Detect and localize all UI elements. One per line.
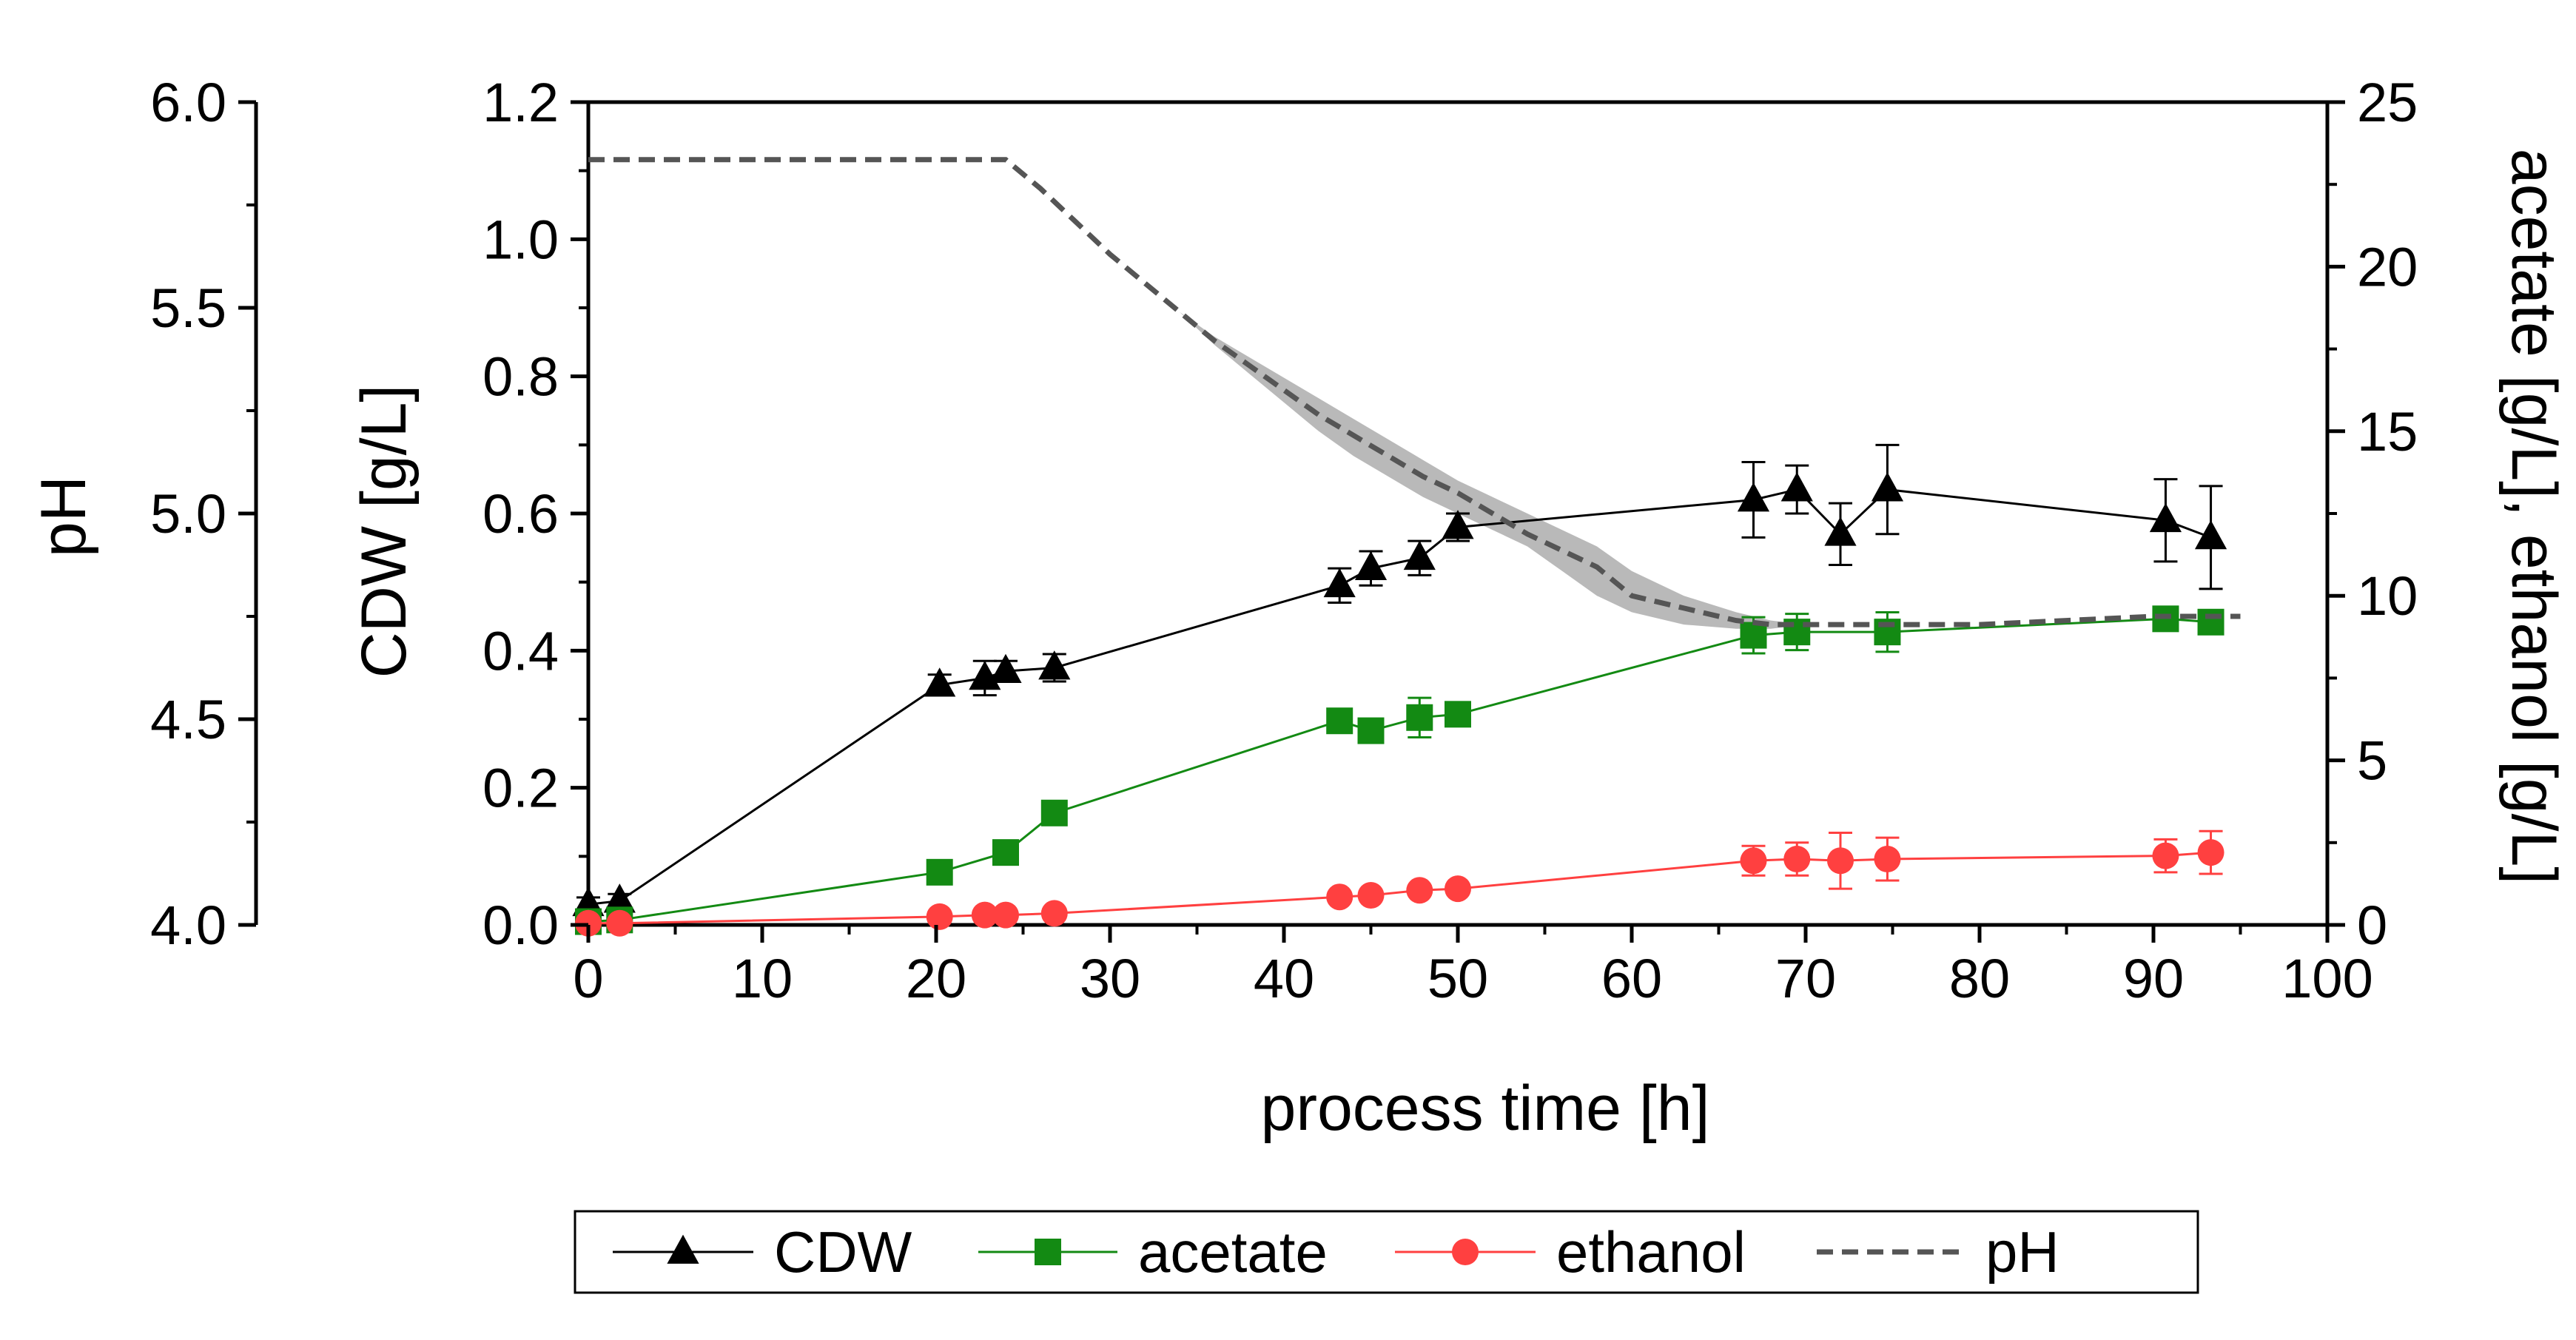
cdw-axis-title: CDW [g/L]	[349, 385, 420, 679]
ph-tick-label: 5.0	[150, 483, 226, 545]
ethanol-point	[926, 903, 953, 930]
ethanol-point	[1445, 875, 1471, 903]
x-tick-label: 100	[2281, 948, 2372, 1009]
ethanol-point	[1406, 877, 1433, 904]
legend: CDW acetate ethanol pH	[574, 1210, 2199, 1294]
right-tick-label: 15	[2357, 401, 2418, 462]
cdw-point	[2194, 519, 2227, 550]
acetate-point	[1740, 622, 1767, 649]
cdw-tick-label: 0.6	[482, 483, 559, 545]
cdw-point	[1323, 568, 1356, 598]
legend-acetate-label: acetate	[1138, 1219, 1328, 1285]
cdw-point	[1442, 510, 1474, 539]
right-axis-title: acetate [g/L], ethanol [g/L]	[2498, 149, 2569, 885]
cdw-tick-label: 0.0	[482, 895, 559, 956]
ph-tick-label: 4.5	[150, 689, 226, 750]
series-layer	[572, 157, 2241, 937]
cdw-point	[1871, 472, 1904, 502]
ethanol-point	[1326, 883, 1353, 911]
cdw-point	[1354, 551, 1388, 581]
ethanol-point	[992, 901, 1019, 929]
acetate-point	[1406, 704, 1433, 731]
legend-ethanol-marker	[1452, 1239, 1479, 1265]
legend-acetate-marker	[1035, 1239, 1061, 1265]
cdw-tick-label: 1.0	[482, 209, 559, 270]
ph-tick-label: 6.0	[150, 72, 226, 133]
legend-cdw-marker	[667, 1234, 699, 1264]
right-tick-label: 5	[2357, 730, 2387, 792]
ethanol-point	[1357, 881, 1385, 909]
ethanol-point	[1827, 847, 1854, 875]
x-axis-title: process time [h]	[1261, 1073, 1710, 1144]
x-tick-label: 40	[1254, 948, 1314, 1009]
ph-axis-title: pH	[28, 476, 99, 557]
cdw-point	[603, 883, 636, 913]
ph-tick-label: 4.0	[150, 895, 226, 956]
x-tick-label: 10	[732, 948, 793, 1009]
acetate-point	[1445, 701, 1471, 728]
x-tick-label: 0	[573, 948, 603, 1009]
cdw-point	[989, 653, 1022, 684]
cdw-point	[1780, 472, 1813, 502]
ethanol-point	[1874, 846, 1901, 873]
cdw-tick-label: 0.2	[482, 758, 559, 819]
legend-ethanol-label: ethanol	[1556, 1219, 1746, 1285]
x-tick-label: 20	[906, 948, 966, 1009]
legend-ph-label: pH	[1985, 1219, 2059, 1285]
ethanol-point	[971, 901, 998, 929]
cdw-point	[924, 667, 956, 697]
acetate-point	[2197, 608, 2224, 636]
acetate-point	[1357, 717, 1385, 744]
ethanol-point	[2152, 842, 2179, 869]
cdw-point	[1824, 516, 1857, 546]
cdw-tick-label: 0.4	[482, 620, 559, 681]
cdw-point	[2149, 502, 2182, 533]
acetate-point	[926, 858, 953, 886]
ph-tick-label: 5.5	[150, 277, 226, 339]
x-tick-label: 70	[1775, 948, 1836, 1009]
ph-line	[588, 157, 2241, 627]
cdw-tick-label: 0.8	[482, 346, 559, 408]
legend-items: CDW acetate ethanol pH	[613, 1219, 2059, 1285]
x-tick-label: 90	[2123, 948, 2184, 1009]
x-tick-label: 60	[1601, 948, 1662, 1009]
right-tick-label: 0	[2357, 895, 2387, 956]
ethanol-point	[1740, 847, 1767, 875]
ethanol-point	[1040, 900, 1068, 927]
cdw-point	[1737, 482, 1770, 512]
ethanol-line	[588, 851, 2211, 925]
ethanol-point	[2197, 839, 2224, 866]
right-tick-label: 25	[2357, 72, 2418, 133]
cdw-point	[1038, 650, 1071, 680]
right-tick-label: 20	[2357, 236, 2418, 297]
right-tick-label: 10	[2357, 565, 2418, 627]
acetate-point	[1040, 799, 1068, 826]
legend-cdw-label: CDW	[774, 1219, 912, 1285]
x-tick-label: 50	[1427, 948, 1488, 1009]
ethanol-point	[606, 909, 633, 937]
acetate-line	[588, 617, 2211, 923]
cdw-line	[588, 488, 2212, 906]
tick-layer: 0 10 20 30 40 50 60 70 80 90 1000.00.20.40.60.81.0…	[150, 72, 2418, 1009]
cdw-point	[1403, 540, 1436, 570]
x-tick-label: 80	[1949, 948, 2010, 1009]
ethanol-point	[1783, 846, 1811, 873]
acetate-point	[992, 839, 1019, 866]
cdw-tick-label: 1.2	[482, 72, 559, 133]
acetate-point	[1326, 707, 1353, 735]
x-tick-label: 30	[1080, 948, 1140, 1009]
